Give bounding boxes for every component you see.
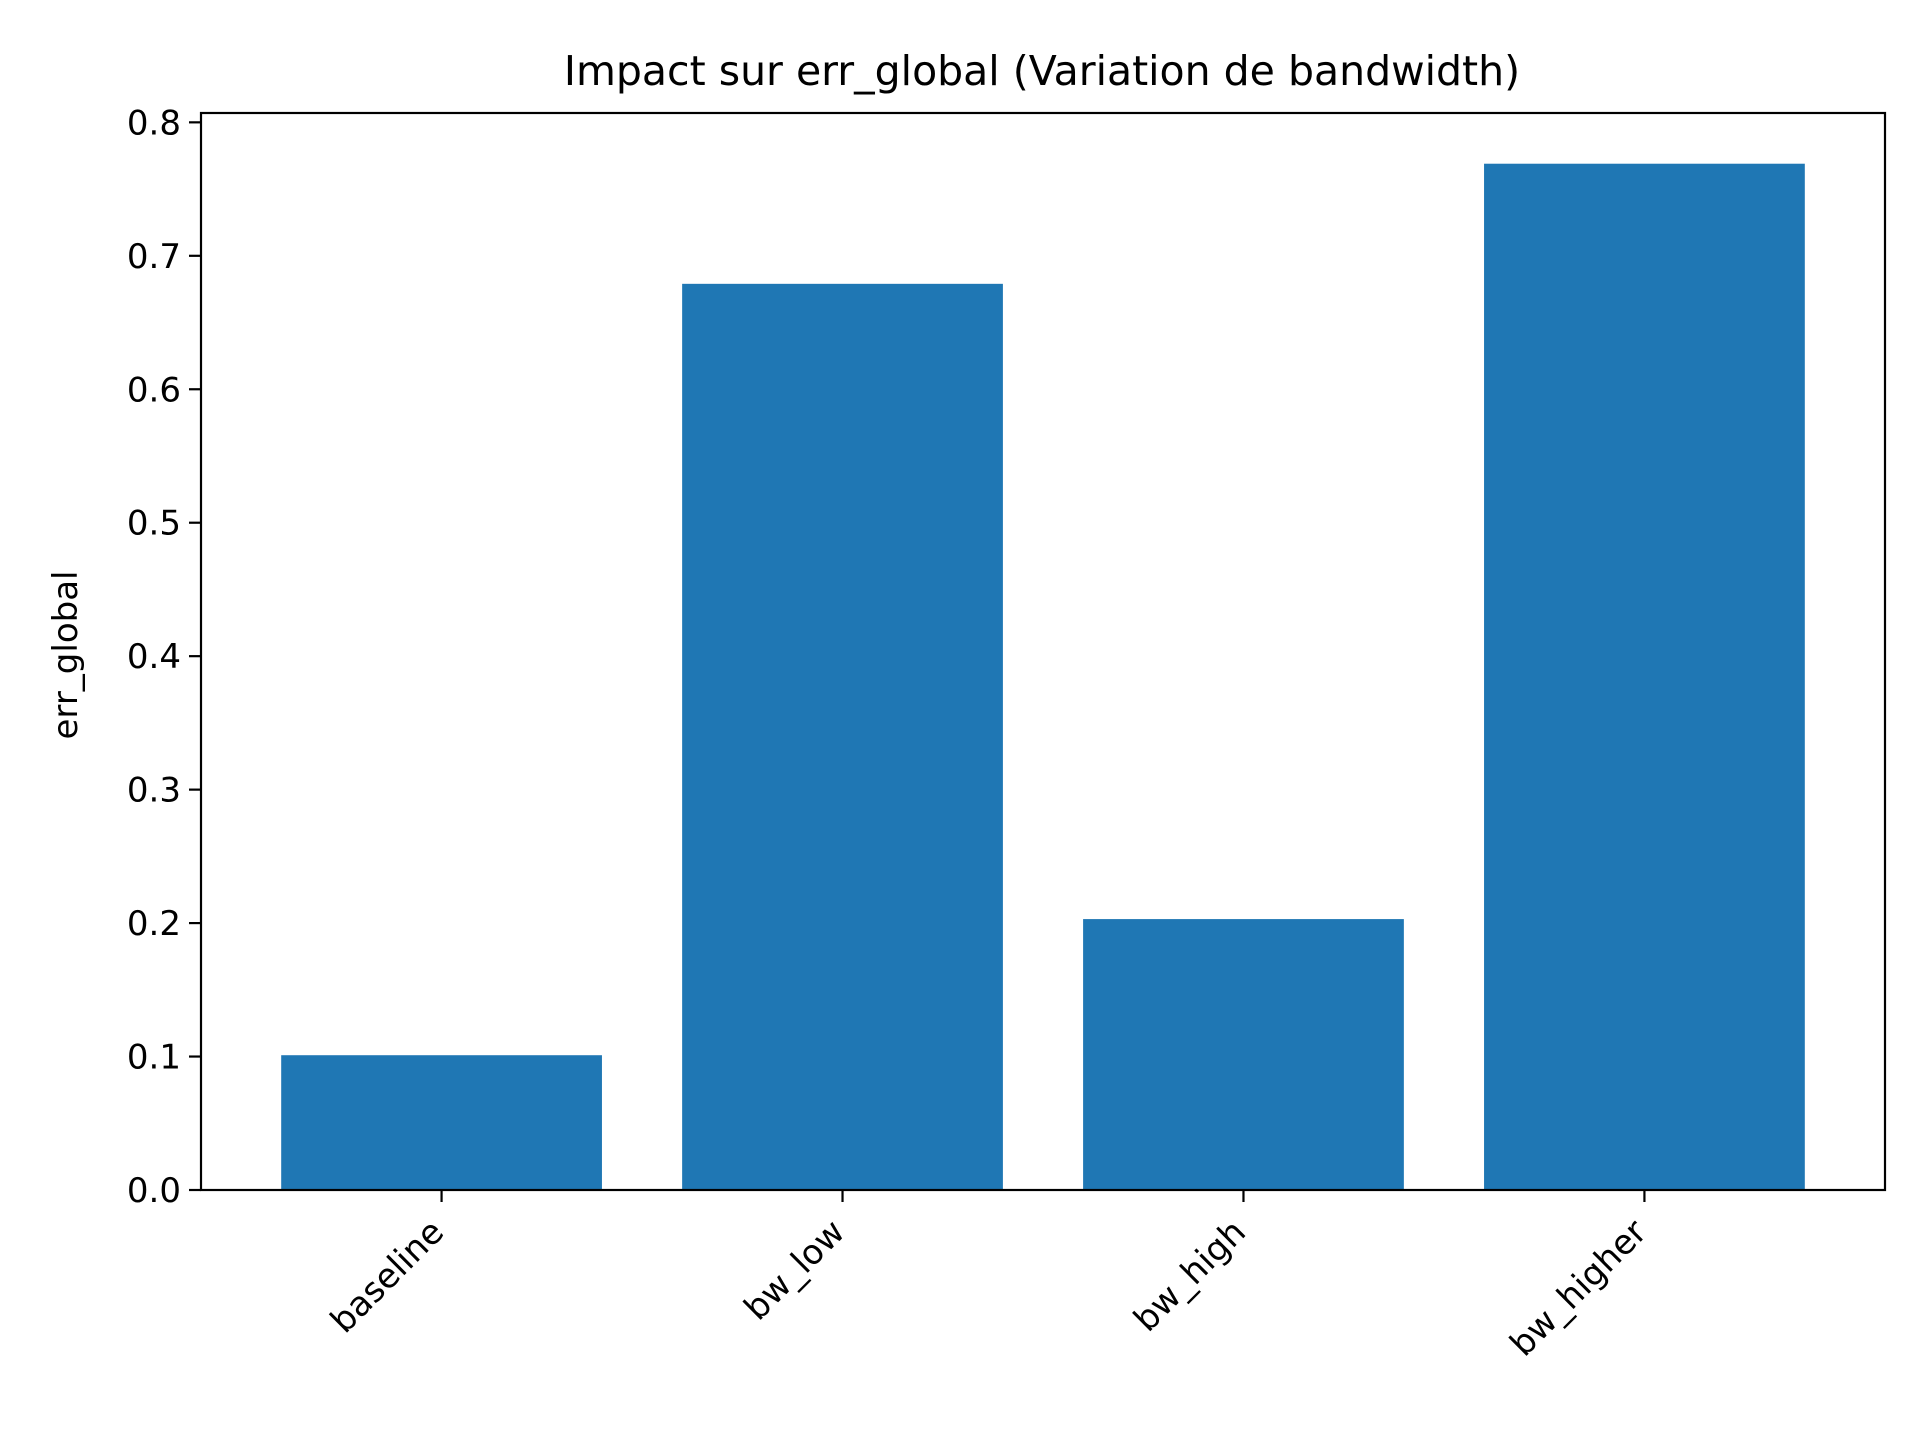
y-axis: 0.0 0.1 0.2 0.3 0.4 0.5 0.6 0.7 0.8: [127, 103, 201, 1211]
y-tick-label: 0.2: [127, 904, 181, 944]
chart-title: Impact sur err_global (Variation de band…: [564, 47, 1520, 95]
bar-bw_higher: [1484, 163, 1805, 1191]
bar-bw_high: [1083, 919, 1404, 1190]
y-tick-label: 0.5: [127, 504, 181, 544]
bar-baseline: [281, 1055, 602, 1190]
y-tick-label: 0.4: [127, 637, 181, 677]
x-axis: baseline bw_low bw_high bw_higher: [323, 1190, 1655, 1364]
y-tick-label: 0.8: [127, 103, 181, 143]
y-tick-label: 0.3: [127, 771, 181, 811]
x-tick-label-bw_low: bw_low: [737, 1212, 853, 1328]
y-tick-label: 0.6: [127, 370, 181, 410]
x-tick-label-baseline: baseline: [323, 1212, 452, 1341]
bar-bw_low: [682, 283, 1003, 1190]
y-axis-title: err_global: [46, 571, 86, 740]
x-tick-label-bw_higher: bw_higher: [1502, 1212, 1654, 1364]
y-tick-label: 0.0: [127, 1171, 181, 1211]
x-tick-label-bw_high: bw_high: [1126, 1212, 1254, 1340]
plot-frame: [199, 111, 1887, 1192]
bars-layer: [281, 163, 1805, 1191]
y-tick-label: 0.7: [127, 237, 181, 277]
y-tick-label: 0.1: [127, 1038, 181, 1078]
